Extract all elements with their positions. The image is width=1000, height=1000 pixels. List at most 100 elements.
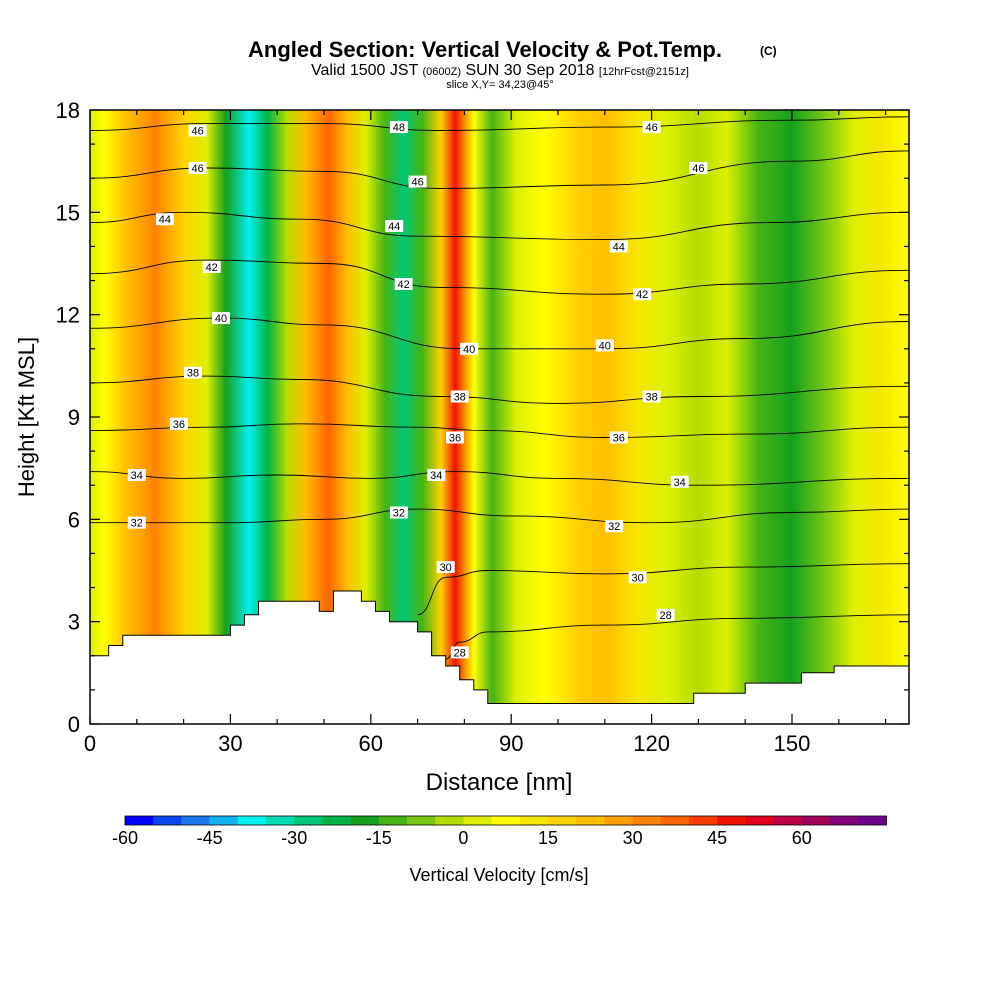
colorbar-swatch <box>801 816 831 825</box>
colorbar-tick-label: 30 <box>623 828 643 848</box>
contour-label-bg <box>389 121 408 134</box>
x-tick-label: 120 <box>633 731 670 756</box>
contour-label-bg <box>605 520 624 533</box>
contour-label: 32 <box>393 508 405 520</box>
contour-label: 34 <box>674 477 686 489</box>
colorbar-tick-label: 0 <box>458 828 468 848</box>
theta-contour-48 <box>90 116 909 131</box>
colorbar-frame <box>124 815 887 826</box>
colorbar-swatch <box>576 816 605 825</box>
contour-label: 42 <box>397 279 409 291</box>
colorbar-swatch <box>717 816 746 825</box>
valid-utc: (0600Z) <box>423 66 462 78</box>
contour-label: 46 <box>645 122 657 134</box>
contour-label-bg <box>212 312 230 325</box>
colorbar-swatch <box>858 816 887 825</box>
contour-label: 28 <box>659 610 671 622</box>
x-tick-label: 0 <box>84 731 96 756</box>
contour-label: 38 <box>187 368 199 380</box>
y-tick-label: 12 <box>56 303 80 328</box>
contour-label: 44 <box>613 241 625 253</box>
theta-contour-32 <box>90 508 909 524</box>
contour-label-bg <box>689 162 708 174</box>
theta-contour-labels: 46 46 44 42 40 38 36 34 32 48 46 44 42 40 38 36 34 32 30 28… <box>127 121 708 659</box>
colorbar-swatch <box>548 816 577 825</box>
colorbar-swatch <box>519 816 549 825</box>
contour-label: 40 <box>215 313 227 325</box>
contour-label-bg <box>642 121 661 134</box>
terrain-mask <box>90 590 909 724</box>
colorbar-swatch <box>294 816 323 825</box>
contour-label: 42 <box>206 262 218 274</box>
contour-label-bg <box>450 646 469 659</box>
velocity-fill <box>90 110 909 724</box>
contour-label: 36 <box>449 433 461 445</box>
contour-label-bg <box>389 506 408 519</box>
colorbar-tick-label: -60 <box>112 828 138 848</box>
contour-label: 34 <box>131 470 143 482</box>
x-tick-label: 150 <box>774 731 811 756</box>
colorbar-swatch <box>153 816 182 825</box>
colorbar-swatch <box>407 816 436 825</box>
chart-title: Angled Section: Vertical Velocity & Pot.… <box>248 37 722 62</box>
contour-label-bg <box>628 571 647 584</box>
y-tick-label: 0 <box>68 712 80 737</box>
y-tick-label: 15 <box>56 200 80 225</box>
y-axis-label: Height [Kft MSL] <box>14 337 39 497</box>
x-axis-label: Distance [nm] <box>426 769 573 796</box>
forecast-info: [12hrFcst@2151z] <box>599 66 689 78</box>
contour-label-bg <box>127 469 146 481</box>
colorbar-swatch <box>237 816 267 825</box>
colorbar-swatch <box>378 816 408 825</box>
colorbar-tick-label: -15 <box>366 828 392 848</box>
contour-label-bg <box>169 417 188 430</box>
contour-label: 48 <box>393 122 405 134</box>
contour-label-bg <box>408 175 427 188</box>
contour-label: 46 <box>411 177 423 189</box>
colorbar-swatch <box>350 816 380 825</box>
theta-contour-36 <box>90 423 909 438</box>
contour-label: 34 <box>430 470 442 482</box>
colorbar-swatch <box>745 816 774 825</box>
colorbar-tick-label: 45 <box>707 828 727 848</box>
contour-label: 36 <box>173 419 185 431</box>
colorbar-swatch <box>209 816 239 825</box>
colorbar-swatch <box>181 816 210 825</box>
contour-label: 38 <box>454 392 466 404</box>
contour-label-bg <box>446 431 464 444</box>
colorbar-swatch <box>435 816 464 825</box>
contour-label: 38 <box>645 392 657 404</box>
y-tick-label: 6 <box>68 507 80 532</box>
slice-info: slice X,Y= 34,23@45° <box>446 79 554 91</box>
contour-label: 30 <box>440 562 452 574</box>
contour-label-bg <box>385 220 404 232</box>
contour-label: 32 <box>131 518 143 530</box>
valid-date: SUN 30 Sep 2018 <box>465 62 594 79</box>
contour-label: 46 <box>692 163 704 175</box>
contour-label-bg <box>670 475 689 488</box>
theta-contour-42 <box>90 259 909 295</box>
contour-label-bg <box>184 366 202 379</box>
theta-contours <box>90 116 909 660</box>
colorbar-swatch <box>830 816 859 825</box>
contour-label-bg <box>436 561 455 574</box>
contour-label: 40 <box>463 344 475 356</box>
contour-label: 42 <box>636 289 648 301</box>
x-axis: 0 30 60 90 120 150 <box>84 110 887 756</box>
contour-label-bg <box>609 431 628 444</box>
valid-prefix: Valid 1500 JST <box>311 62 419 79</box>
contour-label-bg <box>450 390 469 403</box>
contour-label-bg <box>595 339 614 352</box>
theta-contour-28 <box>445 614 909 660</box>
contour-label-bg <box>633 288 652 301</box>
contour-label-bg <box>609 240 628 253</box>
contour-label-bg <box>394 278 413 290</box>
colorbar-tick-label: -30 <box>281 828 307 848</box>
colorbar-swatch <box>322 816 351 825</box>
y-tick-label: 9 <box>68 405 80 430</box>
colorbar-swatch <box>491 816 521 825</box>
contour-label-bg <box>642 390 661 403</box>
colorbar-swatch <box>604 816 633 825</box>
